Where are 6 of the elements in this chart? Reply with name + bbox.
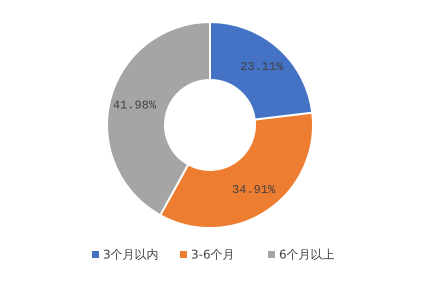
legend-label: 6个月以上 (279, 247, 335, 262)
legend-label: 3-6个月 (191, 247, 235, 262)
data-label: 23.11% (240, 60, 284, 74)
legend-label: 3个月以内 (103, 247, 159, 262)
data-label: 41.98% (112, 98, 157, 113)
data-label: 34.91% (232, 182, 276, 197)
